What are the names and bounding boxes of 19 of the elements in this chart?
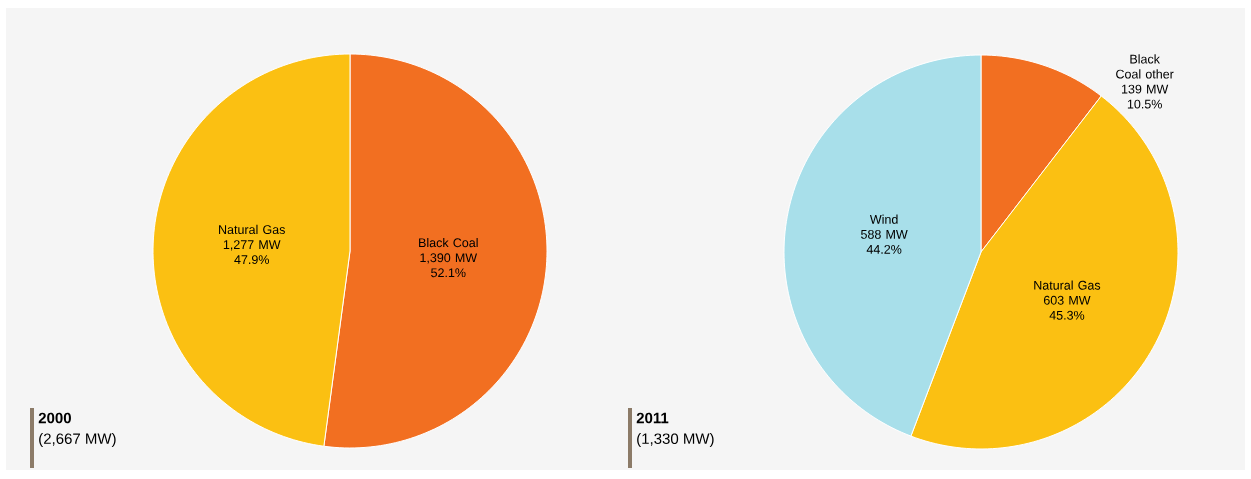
text: 45.3% bbox=[1049, 310, 1085, 320]
text: 52.1% bbox=[431, 268, 466, 278]
data-label: 588 MW bbox=[861, 229, 908, 239]
text: 47.9% bbox=[234, 255, 269, 265]
data-label: 139 MW bbox=[1122, 84, 1169, 94]
slice-label: Natural Gas bbox=[219, 224, 285, 235]
data-label: 1,277 MW bbox=[223, 240, 281, 251]
slice-label: Black Coal other bbox=[1116, 54, 1174, 79]
slice-label: Black Coal bbox=[419, 237, 478, 248]
data-label: 603 MW bbox=[1043, 295, 1091, 305]
text: 2011 bbox=[636, 412, 669, 424]
text: 2000 bbox=[38, 412, 71, 424]
text: (2,667 MW) bbox=[39, 433, 116, 447]
slice-label: Natural Gas bbox=[1034, 280, 1101, 290]
data-label: 1,390 MW bbox=[420, 253, 478, 264]
text: (1,330 MW) bbox=[637, 433, 714, 447]
slice-label: Wind bbox=[869, 214, 898, 224]
text: 44.2% bbox=[866, 244, 902, 254]
text: 10.5% bbox=[1127, 99, 1162, 109]
